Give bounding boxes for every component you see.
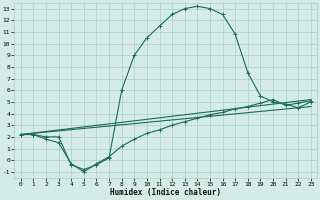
X-axis label: Humidex (Indice chaleur): Humidex (Indice chaleur)	[110, 188, 221, 197]
